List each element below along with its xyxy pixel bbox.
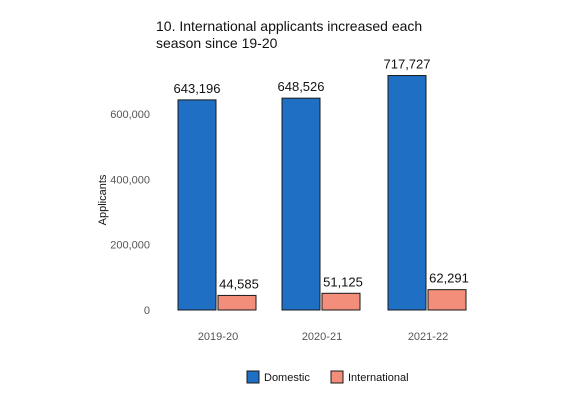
legend-swatch-domestic (246, 370, 260, 384)
legend-swatch-international (330, 370, 344, 384)
y-tick-label: 400,000 (110, 174, 150, 186)
bar-international (217, 294, 257, 311)
x-tick-label: 2020-21 (302, 331, 342, 343)
legend-label-domestic: Domestic (264, 372, 310, 384)
data-label: 648,526 (278, 79, 325, 94)
chart-title: 10. International applicants increased e… (156, 18, 423, 51)
bar-domestic (387, 75, 427, 311)
y-tick-label: 200,000 (110, 240, 150, 252)
data-label: 643,196 (174, 81, 221, 96)
x-tick-label: 2019-20 (198, 331, 238, 343)
y-tick-label: 600,000 (110, 109, 150, 121)
bar-international (321, 292, 361, 311)
legend-label-international: International (348, 372, 409, 384)
data-label: 44,585 (219, 276, 259, 291)
y-tick-label: 0 (144, 305, 150, 317)
bar-domestic (281, 97, 321, 311)
data-label: 62,291 (429, 271, 469, 286)
data-label: 717,727 (384, 57, 431, 72)
x-tick-label: 2021-22 (408, 331, 448, 343)
y-axis-title: Applicants (97, 174, 109, 225)
data-label: 51,125 (323, 274, 363, 289)
bar-international (427, 289, 467, 311)
bar-domestic (177, 99, 217, 311)
